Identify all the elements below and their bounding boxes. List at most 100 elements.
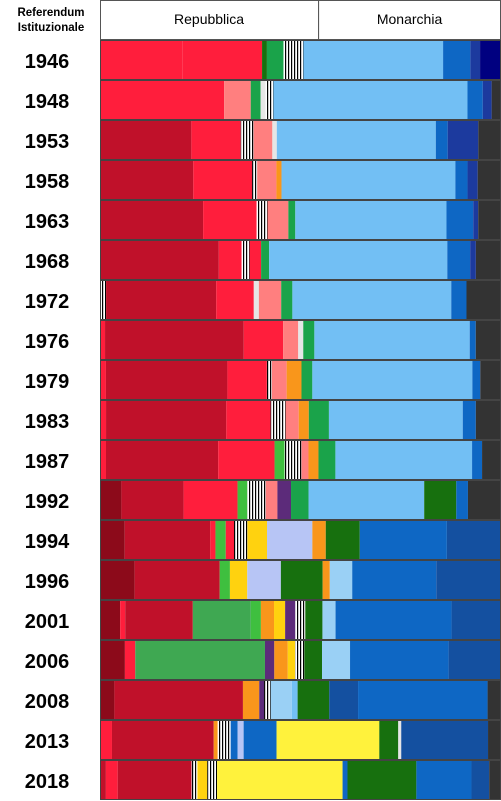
bar-segment-1976-4 — [298, 321, 304, 359]
bar-segment-1953-6 — [435, 121, 448, 159]
year-label-1983: 1983 — [25, 411, 70, 433]
bar-segment-1968-1 — [218, 241, 242, 279]
bar-segment-1994-7 — [267, 521, 313, 559]
bar-segment-1963-8 — [478, 201, 501, 239]
year-label-1979: 1979 — [25, 371, 70, 393]
bar-segment-1994-0 — [100, 521, 125, 559]
bar-segment-1968-7 — [470, 241, 476, 279]
bar-segment-1987-7 — [318, 441, 336, 479]
bar-segment-1958-2 — [252, 161, 258, 199]
bar-segment-1968-0 — [100, 241, 219, 279]
year-label-1992: 1992 — [25, 491, 70, 513]
bar-segment-1946-3 — [266, 41, 284, 79]
bar-segment-1968-2 — [241, 241, 250, 279]
bar-segment-2001-3 — [192, 601, 251, 639]
bar-segment-1963-7 — [473, 201, 479, 239]
bar-segment-1994-8 — [312, 521, 326, 559]
bar-segment-1992-1 — [121, 481, 184, 519]
bar-segment-1953-5 — [276, 121, 436, 159]
bar-segment-1972-8 — [466, 281, 501, 319]
bar-segment-1948-3 — [260, 81, 266, 119]
bar-segment-2001-12 — [451, 601, 501, 639]
bar-segment-1994-9 — [325, 521, 360, 559]
bar-segment-2006-0 — [100, 641, 125, 679]
bar-segment-1983-5 — [298, 401, 309, 439]
bar-segment-1953-0 — [100, 121, 192, 159]
bar-segment-2013-10 — [401, 721, 489, 759]
bar-segment-1994-4 — [225, 521, 235, 559]
bar-segment-1992-8 — [308, 481, 425, 519]
bar-segment-1983-8 — [462, 401, 476, 439]
bar-segment-2006-3 — [264, 641, 275, 679]
bar-segment-1979-6 — [301, 361, 313, 399]
year-label-2001: 2001 — [25, 611, 70, 633]
bar-segment-2018-4 — [197, 761, 208, 799]
bar-segment-2013-0 — [100, 721, 112, 759]
bar-segment-2018-10 — [471, 761, 490, 799]
bar-segment-1976-3 — [283, 321, 299, 359]
bar-segment-1992-10 — [456, 481, 468, 519]
bar-segment-1994-11 — [446, 521, 501, 559]
bar-segment-1948-8 — [491, 81, 501, 119]
bar-segment-2006-8 — [322, 641, 351, 679]
bar-segment-1976-8 — [475, 321, 501, 359]
header-label-repubblica: Repubblica — [174, 11, 244, 27]
bar-segment-2018-11 — [489, 761, 501, 799]
bar-segment-2006-2 — [135, 641, 265, 679]
bar-segment-1958-4 — [276, 161, 282, 199]
year-label-1996: 1996 — [25, 571, 70, 593]
bar-segment-1987-2 — [218, 441, 275, 479]
bar-segment-2013-2 — [213, 721, 218, 759]
bar-segment-1987-0 — [100, 441, 106, 479]
header-cell-repubblica — [100, 0, 320, 40]
year-label-1963: 1963 — [25, 211, 70, 233]
year-label-1948: 1948 — [25, 91, 70, 113]
bar-segment-1972-5 — [281, 281, 293, 319]
bar-segment-2006-5 — [287, 641, 296, 679]
bar-segment-1946-1 — [182, 41, 263, 79]
bar-segment-1983-0 — [100, 401, 107, 439]
bar-segment-1972-4 — [258, 281, 282, 319]
bar-segment-2013-9 — [398, 721, 402, 759]
bar-segment-2001-7 — [285, 601, 296, 639]
bar-segment-1992-11 — [467, 481, 501, 519]
year-label-1972: 1972 — [25, 291, 70, 313]
bar-segment-1976-5 — [303, 321, 315, 359]
bar-segment-1946-4 — [283, 41, 304, 79]
bar-segment-1987-3 — [274, 441, 285, 479]
bar-segment-2018-5 — [207, 761, 218, 799]
bar-segment-1994-1 — [124, 521, 211, 559]
bar-segment-2013-8 — [379, 721, 399, 759]
bar-segment-2018-6 — [217, 761, 343, 799]
year-label-2018: 2018 — [25, 771, 70, 793]
bar-segment-1976-1 — [105, 321, 244, 359]
year-label-1953: 1953 — [25, 131, 70, 153]
bar-segment-2006-9 — [350, 641, 449, 679]
bar-segment-1992-0 — [100, 481, 122, 519]
bar-segment-1946-5 — [303, 41, 444, 79]
header-label-monarchia: Monarchia — [377, 11, 443, 27]
bar-segment-1996-9 — [436, 561, 501, 599]
bar-segment-1983-6 — [308, 401, 329, 439]
bar-segment-2001-0 — [100, 601, 121, 639]
bar-segment-1946-6 — [443, 41, 471, 79]
bar-segment-1963-4 — [288, 201, 296, 239]
bar-segment-2008-0 — [100, 681, 115, 719]
bar-segment-2001-2 — [125, 601, 193, 639]
bar-segment-1992-7 — [291, 481, 309, 519]
bar-segment-1979-9 — [480, 361, 501, 399]
year-label-1987: 1987 — [25, 451, 70, 473]
bar-segment-1958-5 — [281, 161, 456, 199]
bar-segment-1992-9 — [424, 481, 457, 519]
bar-segment-1958-0 — [100, 161, 194, 199]
bar-segment-2008-8 — [329, 681, 359, 719]
bar-segment-1979-3 — [266, 361, 272, 399]
bar-segment-2008-10 — [487, 681, 501, 719]
bar-segment-1979-2 — [227, 361, 267, 399]
bar-segment-1968-5 — [269, 241, 448, 279]
bar-segment-1979-7 — [312, 361, 473, 399]
bar-segment-1972-6 — [292, 281, 452, 319]
bar-segment-1979-0 — [100, 361, 106, 399]
